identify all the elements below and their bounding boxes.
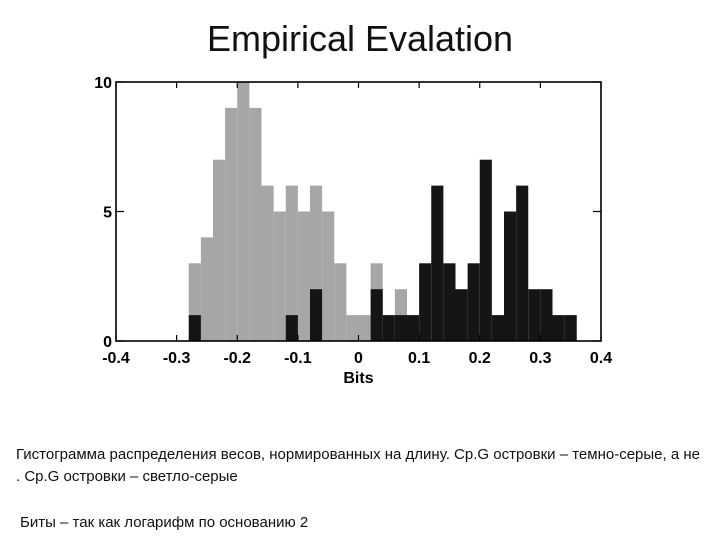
histogram-bar-s0-8 bbox=[285, 185, 298, 341]
histogram-bar-s0-6 bbox=[261, 185, 274, 341]
y-tick-label: 5 bbox=[103, 205, 112, 222]
histogram-bar-s1-5 bbox=[394, 315, 407, 341]
x-tick-label: 0.4 bbox=[590, 350, 612, 367]
histogram-bar-s1-12 bbox=[479, 159, 492, 341]
x-tick-label: 0.1 bbox=[408, 350, 430, 367]
histogram-bar-s1-7 bbox=[419, 263, 432, 341]
x-tick-label: -0.4 bbox=[102, 350, 130, 367]
histogram-bar-s1-15 bbox=[516, 185, 529, 341]
histogram-bar-s0-14 bbox=[358, 315, 371, 341]
histogram-bar-s1-0 bbox=[188, 315, 201, 341]
histogram-bar-s1-2 bbox=[310, 289, 323, 341]
histogram-chart: -0.4 -0.3 -0.2 -0.1 0 0.1 0.2 0.3 0.4 0 5 10 Bits bbox=[94, 75, 612, 387]
histogram-bar-s0-1 bbox=[200, 237, 213, 341]
histogram-bar-s1-9 bbox=[443, 263, 456, 341]
x-tick-label: -0.2 bbox=[223, 350, 251, 367]
x-tick-label: -0.3 bbox=[163, 350, 191, 367]
histogram-bar-s0-11 bbox=[322, 211, 335, 341]
histogram-bar-s1-17 bbox=[540, 289, 553, 341]
x-tick-label: 0 bbox=[354, 350, 363, 367]
histogram-bar-s1-10 bbox=[455, 289, 468, 341]
histogram-bar-s1-19 bbox=[564, 315, 577, 341]
histogram-bar-s1-18 bbox=[552, 315, 565, 341]
histogram-bar-s0-5 bbox=[249, 107, 262, 342]
histogram-bar-s1-16 bbox=[528, 289, 541, 341]
histogram-bars bbox=[188, 82, 577, 342]
histogram-bar-s0-4 bbox=[237, 82, 250, 341]
histogram-bar-s0-12 bbox=[334, 263, 347, 341]
histogram-bar-s0-2 bbox=[213, 159, 226, 341]
histogram-bar-s1-1 bbox=[285, 315, 298, 341]
histogram-bar-s1-14 bbox=[504, 211, 517, 341]
histogram-bar-s0-3 bbox=[225, 107, 238, 342]
histogram-bar-s0-7 bbox=[273, 211, 286, 341]
footnote-text: Биты – так как логарифм по основанию 2 bbox=[20, 514, 309, 531]
x-tick-label: 0.3 bbox=[529, 350, 551, 367]
y-tick-labels: 0 5 10 bbox=[94, 75, 112, 351]
histogram-bar-s1-3 bbox=[370, 289, 383, 341]
histogram-bar-s1-8 bbox=[431, 185, 444, 341]
x-tick-label: 0.2 bbox=[469, 350, 491, 367]
slide-title: Empirical Evalation bbox=[206, 18, 514, 59]
x-tick-labels: -0.4 -0.3 -0.2 -0.1 0 0.1 0.2 0.3 0.4 bbox=[102, 350, 612, 367]
y-tick-label: 10 bbox=[94, 75, 112, 92]
histogram-bar-s1-13 bbox=[491, 315, 504, 341]
x-tick-label: -0.1 bbox=[284, 350, 312, 367]
x-axis-label: Bits bbox=[343, 370, 373, 387]
y-tick-label: 0 bbox=[103, 334, 112, 351]
histogram-bar-s1-4 bbox=[382, 315, 395, 341]
histogram-bar-s0-13 bbox=[346, 315, 359, 341]
histogram-bar-s0-9 bbox=[297, 211, 310, 341]
histogram-bar-s1-6 bbox=[407, 315, 420, 341]
caption-text: Гистограмма распределения весов, нормиро… bbox=[16, 446, 700, 485]
axis-ticks bbox=[115, 81, 602, 342]
histogram-bar-s1-11 bbox=[467, 263, 480, 341]
